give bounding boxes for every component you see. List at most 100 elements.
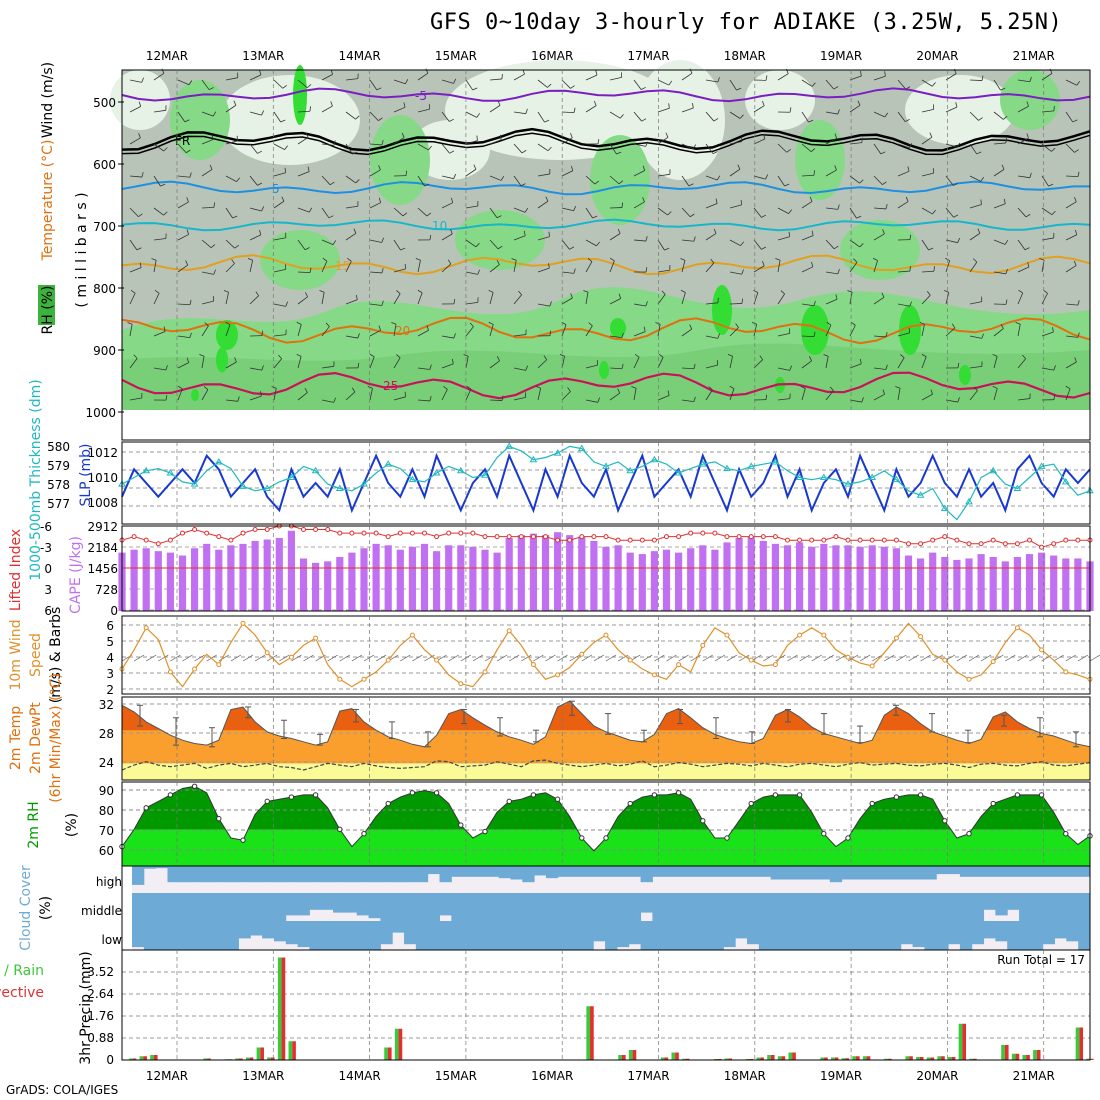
cape-bar <box>166 552 174 611</box>
cloud-bar-low <box>569 921 582 950</box>
wind-barb <box>297 79 308 88</box>
wind-barb <box>729 239 741 247</box>
cloud-bar-low <box>534 921 547 950</box>
cape-bar <box>638 554 646 611</box>
wind-barb <box>441 389 448 401</box>
wind-barb <box>921 239 929 251</box>
precip-total-bar <box>682 1058 686 1060</box>
wind-barb-flag <box>573 107 576 113</box>
cloud-bar-middle <box>214 893 228 921</box>
cloud-bar-low <box>463 921 476 950</box>
cloud-bar-high <box>250 866 263 883</box>
rh2m-ylabel-1: 2m RH <box>26 801 42 848</box>
wind-barb <box>1017 137 1029 145</box>
rh2m-tick: 70 <box>99 824 114 838</box>
wind-speed-point <box>167 669 173 675</box>
wind-barb-flag <box>1053 365 1056 371</box>
cloud-bar-high <box>1042 866 1056 877</box>
wind-speed-point <box>337 676 343 682</box>
cape-bar <box>505 538 513 611</box>
cloud-bar-low <box>344 921 358 950</box>
wind-barb-flag <box>185 149 191 154</box>
precip-convective-bar <box>621 1055 626 1060</box>
wind-barb <box>609 76 622 81</box>
wind-barb-flag <box>475 242 480 248</box>
wind-barb-flag <box>978 117 983 121</box>
lifted-index-point <box>567 537 573 543</box>
thickness-line <box>121 445 1091 521</box>
cloud-bar-high <box>155 866 168 869</box>
wind-barb <box>609 392 621 401</box>
lifted-index-point <box>724 534 730 540</box>
wind-barb-flag <box>396 354 401 358</box>
precip-total-bar <box>384 1047 388 1060</box>
wind-barb-flag <box>488 289 494 293</box>
wind-barb <box>801 360 812 369</box>
cape-bar <box>832 545 840 611</box>
wind10-barb <box>424 654 435 662</box>
wind-barb-flag <box>573 206 577 211</box>
cloud-bar-low <box>711 921 724 950</box>
wind10-barb <box>533 654 544 662</box>
wind-barb <box>1065 265 1077 273</box>
wind-barb <box>681 239 694 242</box>
wind-barb <box>657 207 668 216</box>
wind10-barb <box>158 654 169 662</box>
isotherm-fr <box>121 127 1091 152</box>
wind-barb <box>489 175 502 181</box>
rh2m-point <box>603 835 609 841</box>
wind-barb <box>1065 175 1079 178</box>
wind-barb <box>489 207 498 219</box>
cloud-bar-low <box>404 921 417 945</box>
wind-barb <box>849 239 861 248</box>
wind-barb <box>1017 324 1021 337</box>
wind-barb <box>705 233 717 241</box>
wind-barb <box>945 399 958 403</box>
wind-speed-point <box>821 632 827 638</box>
lifted-index-point <box>700 530 706 536</box>
wind-barb <box>777 398 790 401</box>
wind-barb-flag <box>417 289 423 294</box>
wind-barb-flag <box>800 385 806 389</box>
wind-barb-flag <box>775 258 781 261</box>
wind-barb <box>393 106 406 113</box>
cloud-bar-high <box>806 866 819 880</box>
lifted-index-point <box>809 537 815 543</box>
cape-bar <box>420 543 429 611</box>
precip-convective-bar <box>792 1052 796 1060</box>
rh2m-tick: 80 <box>99 804 114 818</box>
cloud-bar-middle <box>1030 893 1044 921</box>
cloud-bar-middle <box>616 893 630 921</box>
wind-ylabel-1: 10m Wind <box>8 619 24 690</box>
wind-barb-flag <box>665 132 669 138</box>
wind-barb <box>513 235 526 241</box>
wind-barb <box>945 143 958 148</box>
wind-barb <box>297 171 310 177</box>
upper-ylabel-wind: Wind (m/s) <box>40 62 56 138</box>
wind-barb-flag <box>477 269 480 275</box>
wind-barb <box>753 239 762 250</box>
wind-barb <box>633 170 645 177</box>
wind-barb <box>609 260 615 273</box>
dewpoint-line <box>121 759 1091 771</box>
wind10-barb <box>1053 654 1064 662</box>
wind-barb <box>753 207 762 218</box>
cape-bar <box>602 546 610 611</box>
cape-bar <box>481 549 489 611</box>
precip-total-bar <box>777 1056 782 1060</box>
thickness-point <box>602 462 610 469</box>
wind-barb-flag <box>977 228 981 234</box>
wind-barb <box>345 232 357 241</box>
wind-barb-flag <box>518 290 522 296</box>
precip-tick: 0.88 <box>87 1031 114 1045</box>
wind-barb <box>561 79 571 89</box>
wind-barb-flag <box>570 133 573 138</box>
cloud-bar-low <box>415 921 429 950</box>
wind-barb-flag <box>259 69 262 76</box>
wind-barb <box>369 202 381 209</box>
cloud-bar-middle <box>534 893 547 921</box>
wind-barb-flag <box>641 86 646 90</box>
rh2m-point <box>579 835 585 841</box>
lifted-index-point <box>143 537 149 543</box>
wind-barb-flag <box>882 181 887 185</box>
